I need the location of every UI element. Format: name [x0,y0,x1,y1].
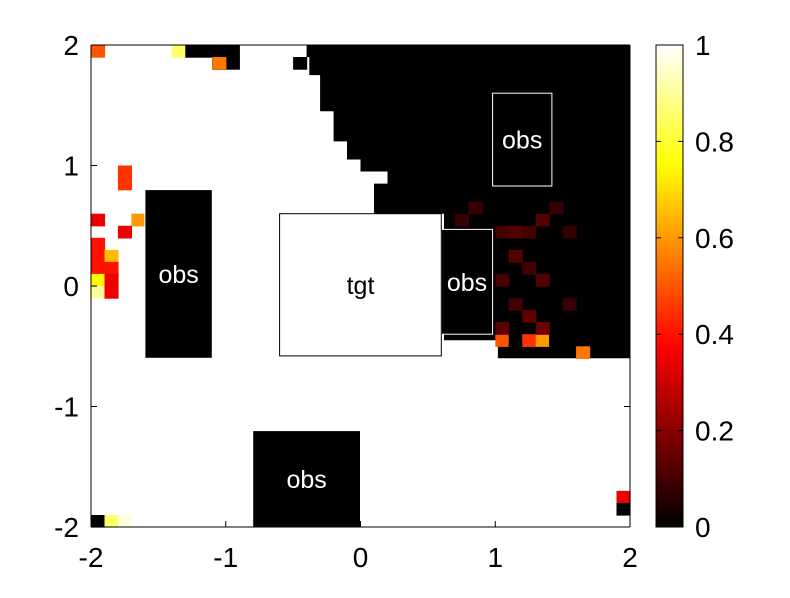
heatmap-cell [131,213,146,227]
heatmap-cell [91,261,106,275]
heatmap-cell [468,201,483,215]
heatmap-cell [117,515,132,528]
heatmap-cell [454,213,469,227]
obstacle-region [492,92,553,187]
heatmap-cell [104,261,119,275]
y-tick-label: -2 [54,512,79,543]
y-tick-label: -1 [54,392,79,423]
plot-area: obs obs obs obs tgt [91,45,631,528]
heatmap-cell [212,45,227,58]
target-label: tgt [347,272,375,300]
heatmap-cell [508,249,523,263]
heatmap-cell [91,237,106,251]
heatmap-cell [117,177,132,191]
heatmap-cell [91,249,106,263]
colorbar-tick-label: 0.6 [695,223,734,254]
heatmap-cell [495,225,510,239]
heatmap-cell [104,273,119,287]
x-tick-label: 0 [353,542,369,573]
x-tick-label: 2 [622,542,638,573]
obstacle-region [440,228,494,335]
heatmap-cell [508,225,523,239]
heatmap-cell [535,273,550,287]
heatmap-cell [225,57,240,70]
y-tick-label: 0 [63,271,79,302]
heatmap-cell [171,45,186,58]
heatmap-cell [495,334,510,347]
heatmap-cell [522,261,537,275]
y-tick-label: 2 [63,30,79,61]
obstacle-label: obs [158,261,198,289]
colorbar-tick-label: 1 [695,30,711,61]
heatmap-cell [508,298,523,311]
colorbar-tick-label: 0 [695,512,711,543]
target-region [279,213,442,357]
heatmap-cell [293,57,308,70]
heatmap-cell [495,322,510,335]
heatmap-cell [522,310,537,323]
heatmap-cell [522,334,537,347]
heatmap-cell [185,45,200,58]
heatmap-cell [495,273,510,287]
heatmap-cell [104,286,119,299]
heatmap-cell [535,322,550,335]
colorbar-tick-label: 0.8 [695,126,734,157]
obstacle-label: obs [502,127,542,155]
x-tick-label: -2 [79,542,104,573]
heatmap-cell [616,502,631,516]
colorbar-tick-label: 0.4 [695,319,734,350]
x-tick-label: 1 [487,542,503,573]
x-tick-label: -1 [213,542,238,573]
heatmap-cell [535,334,550,347]
heatmap-cell [522,225,537,239]
heatmap-cell [117,225,132,239]
heatmap-cell [91,273,106,287]
heatmap-cell [91,286,106,299]
heatmap-cell [508,334,523,347]
heatmap-cell [91,45,106,58]
obstacle-label: obs [447,269,487,297]
colorbar: 0 0.2 0.4 0.6 0.8 1 [655,30,734,543]
heatmap-cell [549,201,564,215]
heatmap-cell [562,298,577,311]
heatmap-cell [535,213,550,227]
heatmap-cell [104,249,119,263]
obstacle-region [144,189,213,359]
heatmap-cell [117,165,132,179]
heatmap-cell [225,45,240,58]
obstacle-label: obs [286,466,326,494]
colorbar-tick-label: 0.2 [695,416,734,447]
obstacle-region [252,430,361,528]
heatmap-cell [576,346,591,359]
heatmap-cell [616,490,631,504]
colorbar-gradient [655,44,684,528]
heatmap-cell [562,225,577,239]
heatmap-cell [104,515,119,528]
heatmap-cell [549,334,564,347]
heatmap-cell [212,57,227,70]
heatmap-cell [198,45,213,58]
heatmap-cell [91,515,106,528]
y-tick-label: 1 [63,151,79,182]
axes: -2 -1 0 1 2 -2 -1 0 1 2 [54,30,638,573]
heatmap-cell [91,213,106,227]
